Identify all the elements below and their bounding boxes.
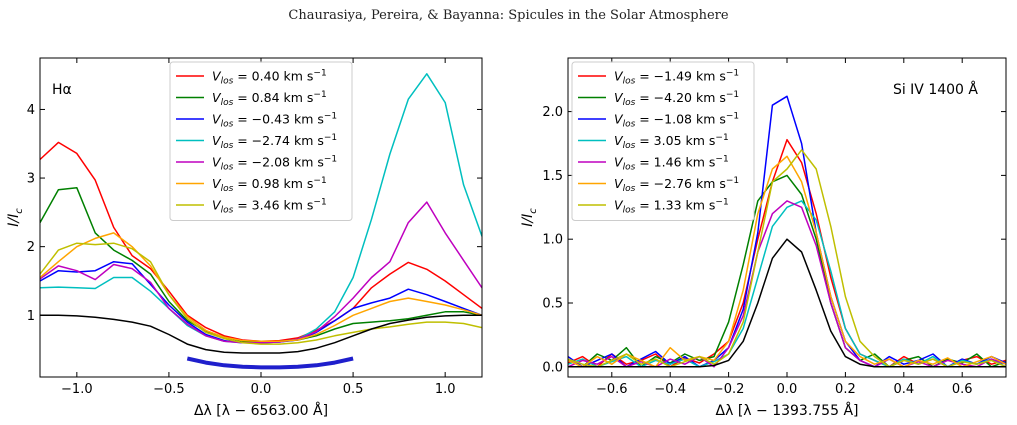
legend-label: Vlos = −1.49 km s−1	[614, 69, 739, 87]
y-tick-label: 0.0	[542, 360, 563, 375]
panel-annotation: Si IV 1400 Å	[893, 81, 978, 98]
x-tick-label: 1.0	[435, 382, 456, 397]
y-tick-label: 2	[27, 240, 35, 255]
y-tick-label: 1	[27, 309, 35, 324]
x-tick-label: −0.2	[713, 382, 745, 397]
legend-label: Vlos = 1.33 km s−1	[614, 198, 729, 216]
x-tick-label: 0.5	[343, 382, 364, 397]
legend: Vlos = 0.40 km s−1 Vlos = 0.84 km s−1 Vlos…	[169, 61, 353, 221]
legend-label: Vlos = 1.46 km s−1	[614, 155, 729, 173]
page-header: Chaurasiya, Pereira, & Bayanna: Spicules…	[288, 8, 729, 23]
x-axis-label: Δλ [λ − 1393.755 Å]	[716, 402, 859, 419]
chart-panel-right: −0.6 −0.4 −0.2 0.0 0.2 0.4 0.6 0.0 0.5 1.0 1.5 2.0 Δ…	[520, 57, 1007, 419]
panel-annotation: Hα	[52, 82, 72, 98]
legend-label: Vlos = −2.08 km s−1	[212, 155, 337, 173]
legend-label: Vlos = −0.43 km s−1	[212, 112, 337, 130]
series-line-4	[568, 200, 1006, 368]
legend-label: Vlos = 3.05 km s−1	[614, 133, 729, 151]
x-tick-label: 0.6	[952, 382, 973, 397]
y-tick-label: 0.5	[542, 296, 563, 311]
legend-label: Vlos = 0.98 km s−1	[212, 176, 327, 194]
legend-label: Vlos = 0.84 km s−1	[212, 90, 327, 108]
series-line-6	[40, 242, 482, 345]
x-tick-label: 0.4	[893, 382, 914, 397]
legend-label: Vlos = −4.20 km s−1	[614, 90, 739, 108]
series-group	[568, 95, 1006, 368]
x-axis-label: Δλ [λ − 6563.00 Å]	[194, 402, 328, 419]
series-line-5	[40, 232, 482, 343]
series-line-8	[186, 356, 354, 370]
legend-label: Vlos = −1.08 km s−1	[614, 112, 739, 130]
y-axis-label: I/Ic	[6, 208, 25, 227]
legend-label: Vlos = 3.46 km s−1	[212, 198, 327, 216]
series-line-6	[568, 149, 1006, 368]
series-line-5	[568, 155, 1006, 368]
series-line-7	[40, 314, 482, 354]
x-tick-label: 0.0	[251, 382, 272, 397]
series-line-2	[40, 260, 482, 344]
x-tick-label: −1.0	[61, 382, 93, 397]
series-line-7	[568, 238, 1006, 368]
legend: Vlos = −1.49 km s−1 Vlos = −4.20 km s−1 Vl…	[571, 61, 755, 221]
x-tick-label: −0.6	[596, 382, 628, 397]
legend-label: Vlos = −2.74 km s−1	[212, 133, 337, 151]
series-line-4	[40, 201, 482, 344]
y-tick-label: 1.5	[542, 169, 563, 184]
series-group	[40, 73, 482, 370]
y-axis-label: I/Ic	[520, 208, 539, 227]
x-tick-label: 0.2	[835, 382, 856, 397]
x-tick-label: −0.5	[153, 382, 185, 397]
legend-label: Vlos = 0.40 km s−1	[212, 69, 327, 87]
series-line-2	[568, 95, 1006, 368]
chart-panel-left: −1.0 −0.5 0.0 0.5 1.0 1 2 3 4 Δλ [λ − 6563.00 Å] I…	[6, 57, 483, 419]
x-tick-label: 0.0	[777, 382, 798, 397]
y-tick-label: 3	[27, 172, 35, 187]
y-tick-label: 2.0	[542, 105, 563, 120]
x-tick-label: −0.4	[654, 382, 686, 397]
y-tick-label: 4	[27, 103, 35, 118]
y-tick-label: 1.0	[542, 233, 563, 248]
legend-label: Vlos = −2.76 km s−1	[614, 176, 739, 194]
legend-box	[169, 61, 353, 221]
legend-box	[571, 61, 755, 221]
series-line-3	[568, 200, 1006, 368]
